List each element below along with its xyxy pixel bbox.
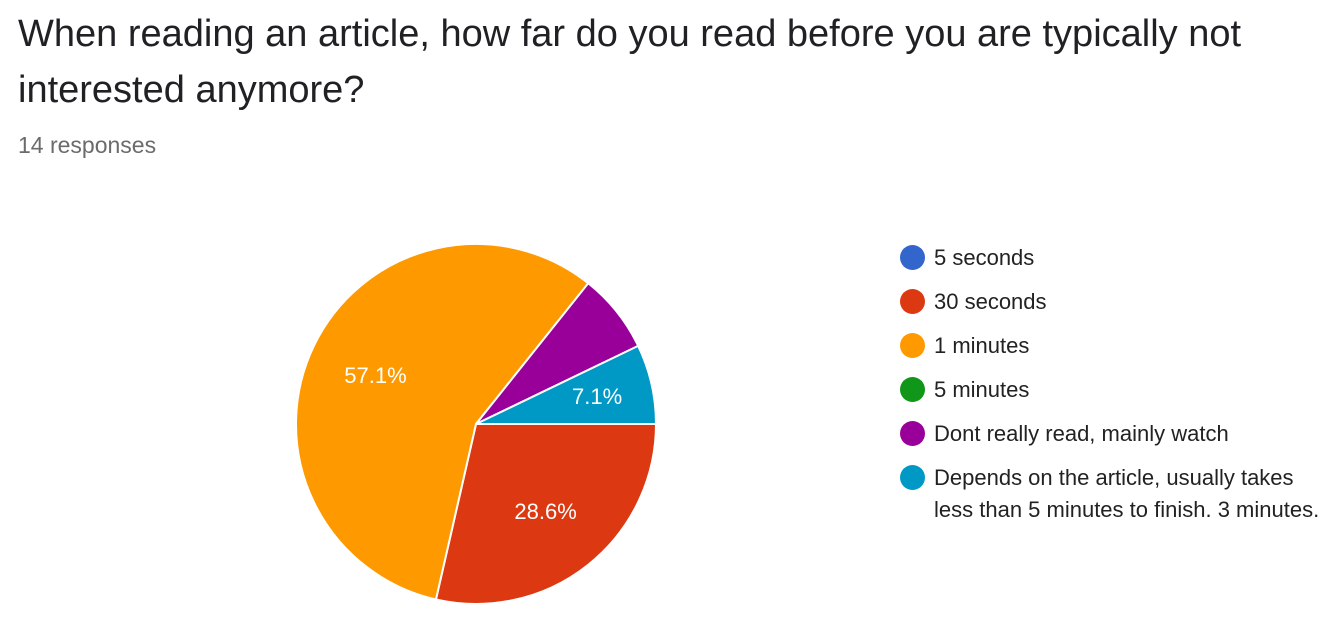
legend-swatch-2 <box>900 333 925 358</box>
legend-item-3: 5 minutes <box>898 374 1338 406</box>
legend-label-4: Dont really read, mainly watch <box>934 421 1229 446</box>
legend-item-1: 30 seconds <box>898 286 1338 318</box>
response-count: 14 responses <box>18 132 157 158</box>
legend-swatch-3 <box>900 377 925 402</box>
question-title: When reading an article, how far do you … <box>18 13 1242 111</box>
legend-swatch-0 <box>900 245 925 270</box>
chart-legend: 5 seconds 30 seconds 1 minutes 5 minutes Don… <box>898 242 1338 538</box>
pie-slice-5 <box>475 344 658 425</box>
legend-label-1: 30 seconds <box>934 289 1047 314</box>
legend-label-3: 5 minutes <box>934 377 1030 402</box>
pie-slice-2 <box>295 243 590 601</box>
legend-swatch-4 <box>900 421 925 446</box>
legend-swatch-1 <box>900 289 925 314</box>
legend-label-5: Depends on the article, usually takes le… <box>934 465 1320 522</box>
legend-item-4: Dont really read, mainly watch <box>898 418 1338 450</box>
pie-slice-label-2: 57.1% <box>344 363 406 388</box>
legend-swatch-5 <box>900 465 925 490</box>
pie-slice-1 <box>434 423 658 605</box>
legend-item-0: 5 seconds <box>898 242 1338 274</box>
legend-label-2: 1 minutes <box>934 333 1030 358</box>
pie-chart: 28.6% 57.1% 7.1% <box>295 243 658 605</box>
legend-item-2: 1 minutes <box>898 330 1338 362</box>
legend-item-5: Depends on the article, usually takes le… <box>898 462 1338 526</box>
pie-slice-label-1: 28.6% <box>514 499 576 524</box>
legend-label-0: 5 seconds <box>934 245 1035 270</box>
pie-slice-label-5: 7.1% <box>572 384 622 409</box>
